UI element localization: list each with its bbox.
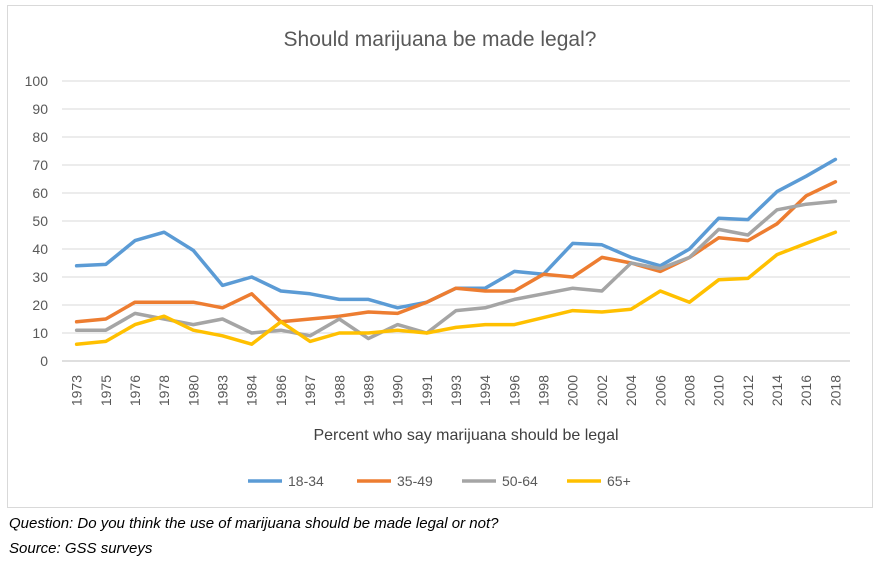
- y-tick-label: 30: [32, 269, 48, 285]
- y-tick-label: 70: [32, 157, 48, 173]
- x-tick-label: 1984: [244, 375, 260, 406]
- x-tick-label: 1978: [156, 375, 172, 406]
- series-line-18-34: [74, 157, 838, 310]
- y-axis-ticks: 0 10 20 30 40 50 60 70 80 90 100: [25, 73, 49, 369]
- y-tick-label: 20: [32, 297, 48, 313]
- x-tick-label: 1988: [331, 375, 347, 406]
- chart-title: Should marijuana be made legal?: [284, 28, 597, 51]
- x-tick-label: 2004: [623, 375, 639, 406]
- x-tick-label: 1989: [360, 375, 376, 406]
- x-tick-label: 2012: [740, 375, 756, 406]
- x-tick-label: 2002: [594, 375, 610, 406]
- x-axis-ticks: 1973 1975 1976 1978 1980 1983 1984 1986 1987 1988…: [69, 375, 844, 406]
- gridlines: [62, 80, 850, 362]
- x-tick-label: 1998: [536, 375, 552, 406]
- y-tick-label: 40: [32, 241, 48, 257]
- x-tick-label: 1975: [98, 375, 114, 406]
- x-tick-label: 1976: [127, 375, 143, 406]
- series-line-50-64: [74, 199, 838, 341]
- y-tick-label: 90: [32, 101, 48, 117]
- caption-source: Source: GSS surveys: [9, 540, 153, 557]
- legend-label: 35-49: [397, 473, 433, 489]
- series-lines: [74, 157, 838, 346]
- x-tick-label: 1993: [448, 375, 464, 406]
- x-tick-label: 2014: [769, 375, 785, 406]
- x-tick-label: 1986: [273, 375, 289, 406]
- y-tick-label: 100: [25, 73, 49, 89]
- y-tick-label: 0: [40, 353, 48, 369]
- x-tick-label: 1996: [506, 375, 522, 406]
- legend-label: 65+: [607, 473, 631, 489]
- x-tick-label: 1990: [390, 375, 406, 406]
- series-line-65+: [74, 230, 838, 346]
- x-tick-label: 2016: [798, 375, 814, 406]
- y-tick-label: 60: [32, 185, 48, 201]
- x-axis-label: Percent who say marijuana should be lega…: [313, 427, 618, 444]
- x-tick-label: 1980: [185, 375, 201, 406]
- x-tick-label: 2010: [711, 375, 727, 406]
- x-tick-label: 1994: [477, 375, 493, 406]
- x-tick-label: 1983: [215, 375, 231, 406]
- line-chart: Should marijuana be made legal? 0 10 20 30 4…: [25, 28, 850, 489]
- legend-label: 18-34: [288, 473, 324, 489]
- x-tick-label: 1973: [69, 375, 85, 406]
- legend-label: 50-64: [502, 473, 538, 489]
- x-tick-label: 1991: [419, 375, 435, 406]
- x-tick-label: 2008: [681, 375, 697, 406]
- chart-frame: [7, 5, 873, 508]
- caption-question: Question: Do you think the use of mariju…: [9, 515, 499, 532]
- series-line-35-49: [74, 180, 838, 324]
- x-tick-label: 2018: [827, 375, 843, 406]
- x-tick-label: 2006: [652, 375, 668, 406]
- y-tick-label: 10: [32, 325, 48, 341]
- x-tick-label: 1987: [302, 375, 318, 406]
- y-tick-label: 80: [32, 129, 48, 145]
- x-tick-label: 2000: [565, 375, 581, 406]
- y-tick-label: 50: [32, 213, 48, 229]
- legend: 18-34 35-49 50-64 65+: [248, 473, 631, 489]
